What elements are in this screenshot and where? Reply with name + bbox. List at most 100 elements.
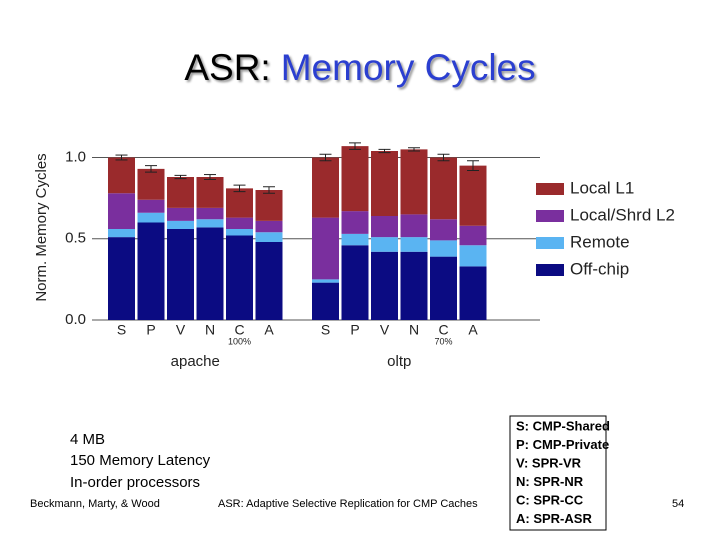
bar-segment <box>167 229 194 320</box>
bar-segment <box>371 216 398 238</box>
definition: S: CMP-Shared <box>516 418 610 433</box>
definition: C: SPR-CC <box>516 492 584 507</box>
x-tick-label: S <box>117 322 126 338</box>
legend-swatch <box>536 264 564 276</box>
bar-segment <box>459 225 487 246</box>
bar-segment <box>255 232 283 242</box>
error-bar <box>467 160 479 171</box>
bar-segment <box>312 279 339 283</box>
bar-segment <box>312 157 339 218</box>
bar-segment <box>226 188 253 218</box>
legend-label: Local L1 <box>570 178 634 197</box>
title-highlight: Memory Cycles <box>281 47 536 88</box>
bar-segment <box>341 245 369 320</box>
bar-segment <box>167 177 194 208</box>
bar-segment <box>137 199 165 213</box>
bar-segment <box>167 220 194 229</box>
bar-segment <box>341 146 369 212</box>
error-bar <box>204 174 216 180</box>
bar-segment <box>137 168 165 200</box>
bar-segment <box>196 219 224 228</box>
x-tick-label: V <box>176 322 186 338</box>
error-bar <box>145 165 157 173</box>
bar-segment <box>196 227 224 320</box>
bar-segment <box>312 282 339 320</box>
bar-segment <box>430 157 457 220</box>
bar-segment <box>196 207 224 220</box>
bar-segment <box>459 266 487 320</box>
group-label: apache <box>171 353 220 370</box>
x-tick-label: N <box>205 322 215 338</box>
bar-segment <box>108 193 135 229</box>
group-annotation: 100% <box>228 336 251 346</box>
x-tick-label: V <box>380 322 390 338</box>
bar-segment <box>400 214 428 238</box>
x-tick-label: C <box>234 322 244 338</box>
note: 150 Memory Latency <box>70 452 211 469</box>
bar-segment <box>430 240 457 257</box>
y-axis-label: Norm. Memory Cycles <box>33 153 50 301</box>
bar-segment <box>371 237 398 252</box>
error-bar <box>437 153 450 162</box>
y-tick-label: 1.0 <box>65 148 86 165</box>
title-prefix: ASR: <box>184 47 270 88</box>
error-bar <box>319 153 332 162</box>
group-label: oltp <box>387 353 411 370</box>
bar-segment <box>137 222 165 320</box>
definitions: S: CMP-Shared P: CMP-Private V: SPR-VR N: S… <box>516 418 610 526</box>
y-tick-label: 0.0 <box>65 311 86 328</box>
legend-swatch <box>536 183 564 195</box>
error-bar <box>263 186 275 194</box>
bar-segment <box>226 217 253 229</box>
page-number: 54 <box>672 498 684 510</box>
footer-left: Beckmann, Marty, & Wood <box>30 498 160 510</box>
bar-segment <box>341 233 369 246</box>
note: In-order processors <box>70 474 200 491</box>
definition: A: SPR-ASR <box>516 511 592 526</box>
bar-segment <box>459 165 487 226</box>
bar-segment <box>167 207 194 221</box>
bar-segment <box>430 219 457 241</box>
definitions-box <box>509 415 607 531</box>
bar-segment <box>371 151 398 216</box>
legend-label: Local/Shrd L2 <box>570 205 675 224</box>
bar-segment <box>108 229 135 238</box>
bar-segment <box>255 190 283 221</box>
legend-label: Remote <box>570 232 630 251</box>
error-bar <box>378 148 391 154</box>
slide-title: ASR: Memory Cycles <box>184 47 535 88</box>
bar-segment <box>108 157 135 194</box>
bar-segment <box>400 251 428 320</box>
definition: V: SPR-VR <box>516 455 582 470</box>
bar-segment <box>226 229 253 236</box>
x-tick-label: A <box>264 322 274 338</box>
footer-center: ASR: Adaptive Selective Replication for … <box>218 498 478 510</box>
bar-segment <box>371 251 398 320</box>
bar-segment <box>226 235 253 320</box>
bar-segment <box>430 256 457 320</box>
x-tick-label: P <box>146 322 155 338</box>
chart: Norm. Memory Cycles 0.0 0.5 1.0 S P V N C A S P V N C A… <box>33 142 675 370</box>
error-bar <box>233 184 246 193</box>
bar-segment <box>255 242 283 320</box>
bar-segment <box>459 245 487 267</box>
definition: P: CMP-Private <box>516 437 609 452</box>
x-tick-label: N <box>409 322 419 338</box>
error-bar <box>349 142 361 150</box>
error-bar <box>174 174 187 180</box>
bar-segment <box>137 212 165 223</box>
error-bar <box>115 154 128 161</box>
note: 4 MB <box>70 431 105 448</box>
legend-swatch <box>536 237 564 249</box>
definition: N: SPR-NR <box>516 474 584 489</box>
legend-swatch <box>536 210 564 222</box>
x-tick-label: S <box>321 322 330 338</box>
bar-segment <box>400 149 428 215</box>
bar-segment <box>400 237 428 252</box>
bar-segment <box>196 177 224 208</box>
x-tick-label: A <box>468 322 478 338</box>
x-tick-label: C <box>438 322 448 338</box>
x-tick-label: P <box>350 322 359 338</box>
legend-label: Off-chip <box>570 259 629 278</box>
